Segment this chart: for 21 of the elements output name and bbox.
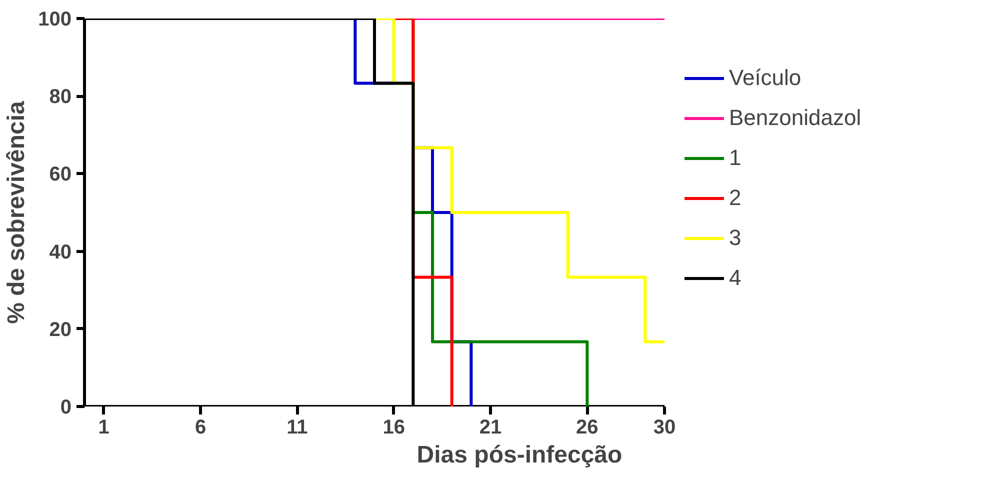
- y-tick-label: 0: [60, 396, 72, 418]
- y-tick-label: 40: [49, 241, 72, 264]
- y-tick-label: 60: [49, 164, 72, 186]
- y-tick-label: 20: [49, 318, 72, 341]
- x-tick-label: 30: [653, 416, 676, 438]
- x-tick-label: 26: [576, 416, 598, 438]
- x-tick-label: 16: [382, 416, 405, 438]
- legend-label: 1: [729, 144, 742, 172]
- y-tick-label: 100: [38, 8, 72, 30]
- legend-label: 3: [729, 224, 742, 252]
- y-tick-label: 80: [49, 86, 72, 108]
- legend-label: Benzonidazol: [729, 104, 862, 132]
- legend-label: 2: [729, 184, 742, 212]
- x-tick-label: 11: [286, 416, 308, 438]
- x-tick-label: 6: [194, 416, 206, 438]
- x-axis-title: Dias pós-infecção: [416, 442, 622, 468]
- x-tick-label: 21: [479, 416, 502, 438]
- y-axis-title: % de sobrevivência: [3, 100, 30, 324]
- x-tick-label: 1: [98, 416, 110, 438]
- legend-label: Veículo: [729, 64, 802, 92]
- legend-label: 4: [729, 264, 742, 292]
